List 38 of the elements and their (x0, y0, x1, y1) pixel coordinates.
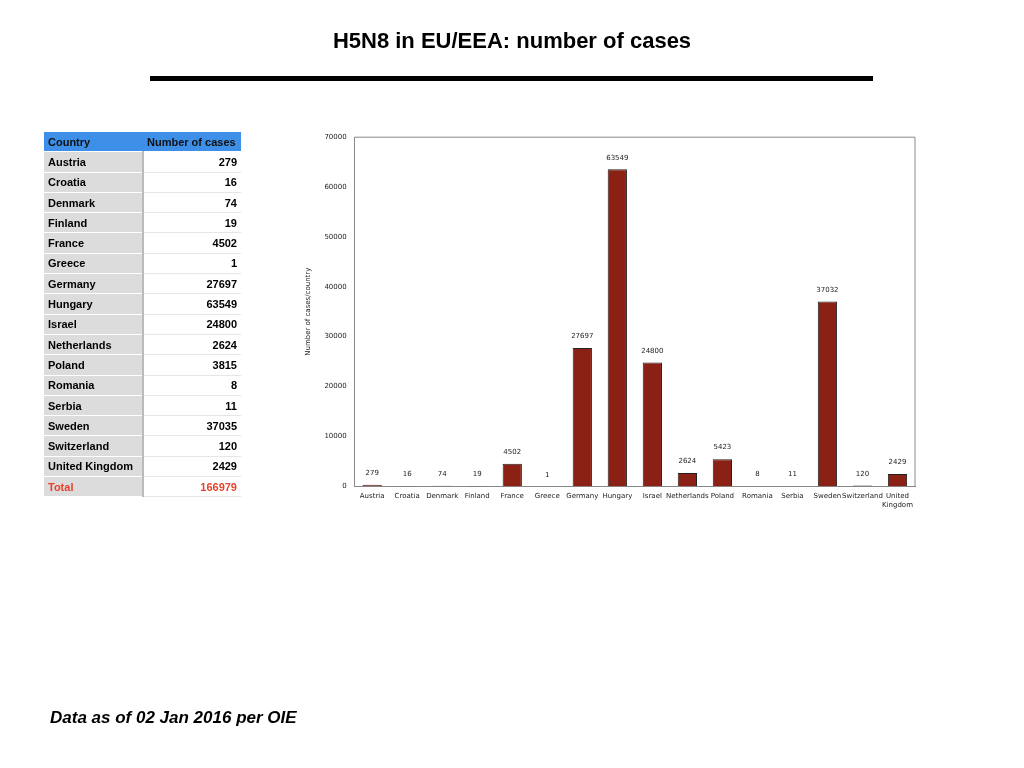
category-label: United Kingdom (44, 456, 143, 477)
category-label: Hungary (44, 293, 143, 315)
data-label: 27697 (143, 273, 241, 294)
data-label: 24800 (143, 314, 241, 335)
text: Country (44, 132, 143, 152)
category-label: Total (44, 476, 143, 497)
data-label: 4502 (143, 232, 241, 254)
data-label: 166979 (143, 476, 241, 497)
category-label: Austria (44, 151, 143, 173)
data-label: 279 (143, 151, 241, 173)
category-label: Romania (44, 375, 143, 396)
chart-title: H5N8 in EU/EEA: number of cases (331, 28, 693, 54)
data-label: 74 (143, 192, 241, 213)
data-label: 120 (143, 435, 241, 457)
data-label: 8 (143, 375, 241, 396)
category-label: Switzerland (44, 435, 143, 457)
category-label: Greece (44, 253, 143, 274)
data-label: 11 (143, 395, 241, 416)
data-label: 2624 (143, 334, 241, 355)
data-label: 63549 (143, 293, 241, 315)
category-label: Poland (44, 354, 143, 376)
category-label: Israel (44, 314, 143, 335)
text: Data as of 02 Jan 2016 per OIE (50, 708, 297, 728)
category-label: Denmark (44, 192, 143, 213)
category-label: Germany (44, 273, 143, 294)
data-label: 2429 (143, 456, 241, 477)
data-label: 3815 (143, 354, 241, 376)
category-label: Sweden (44, 415, 143, 436)
text: Number of cases (143, 132, 241, 152)
category-label: Netherlands (44, 334, 143, 355)
category-label: Serbia (44, 395, 143, 416)
category-label: France (44, 232, 143, 254)
category-label: Finland (44, 212, 143, 233)
category-label: Croatia (44, 172, 143, 193)
data-label: 19 (143, 212, 241, 233)
data-label: 1 (143, 253, 241, 274)
data-label: 16 (143, 172, 241, 193)
data-label: 37035 (143, 415, 241, 436)
